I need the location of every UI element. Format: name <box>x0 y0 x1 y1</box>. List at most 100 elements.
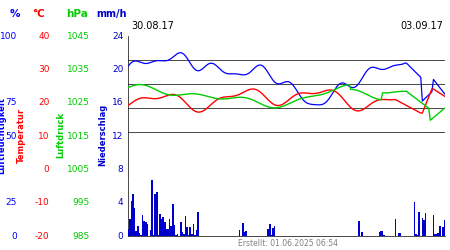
Bar <box>158 235 159 236</box>
Bar <box>442 227 444 236</box>
Bar <box>166 229 167 236</box>
Bar <box>151 180 153 236</box>
Bar <box>161 220 162 236</box>
Text: %: % <box>9 9 20 19</box>
Text: 100: 100 <box>0 32 17 41</box>
Text: 40: 40 <box>38 32 50 41</box>
Bar <box>147 224 148 236</box>
Bar <box>198 212 199 236</box>
Bar <box>361 232 363 236</box>
Bar <box>439 226 441 236</box>
Bar <box>150 230 151 236</box>
Bar <box>164 222 166 236</box>
Bar <box>162 217 164 236</box>
Bar <box>437 233 439 236</box>
Text: 0: 0 <box>117 232 123 241</box>
Bar <box>436 234 437 236</box>
Text: 1005: 1005 <box>67 165 90 174</box>
Text: 1015: 1015 <box>67 132 90 141</box>
Text: 4: 4 <box>118 198 123 207</box>
Bar <box>196 230 198 236</box>
Bar <box>132 194 134 236</box>
Bar <box>129 220 130 236</box>
Bar <box>184 216 186 236</box>
Text: Temperatur: Temperatur <box>17 108 26 162</box>
Bar <box>398 232 399 236</box>
Bar <box>194 235 196 236</box>
Bar <box>177 234 178 236</box>
Text: 30: 30 <box>38 65 50 74</box>
Text: 985: 985 <box>73 232 90 241</box>
Text: Luftfeuchtigkeit: Luftfeuchtigkeit <box>0 96 7 174</box>
Text: 16: 16 <box>112 98 123 108</box>
Bar <box>380 231 382 236</box>
Text: 20: 20 <box>112 65 123 74</box>
Text: Luftdruck: Luftdruck <box>56 112 65 158</box>
Text: 03.09.17: 03.09.17 <box>401 21 444 31</box>
Bar <box>183 234 184 236</box>
Bar <box>137 226 139 236</box>
Bar <box>174 225 175 236</box>
Text: 30.08.17: 30.08.17 <box>131 21 174 31</box>
Bar <box>154 194 156 236</box>
Bar <box>378 232 380 236</box>
Bar <box>417 235 419 236</box>
Text: -10: -10 <box>35 198 50 207</box>
Bar <box>433 216 434 236</box>
Text: 1035: 1035 <box>67 65 90 74</box>
Bar <box>175 234 177 236</box>
Bar <box>414 202 415 236</box>
Text: 25: 25 <box>6 198 17 207</box>
Text: 50: 50 <box>5 132 17 141</box>
Bar <box>418 212 420 236</box>
Bar <box>156 192 157 236</box>
Text: 24: 24 <box>112 32 123 41</box>
Bar <box>267 229 269 236</box>
Bar <box>145 222 147 236</box>
Bar <box>144 221 145 236</box>
Bar <box>395 219 396 236</box>
Text: Erstellt: 01.06.2025 06:54: Erstellt: 01.06.2025 06:54 <box>238 238 338 248</box>
Bar <box>172 204 174 236</box>
Bar <box>382 232 383 236</box>
Bar <box>188 235 189 236</box>
Text: 995: 995 <box>73 198 90 207</box>
Text: Niederschlag: Niederschlag <box>98 104 107 166</box>
Bar <box>159 214 161 236</box>
Text: 75: 75 <box>5 98 17 108</box>
Bar <box>142 214 144 236</box>
Bar <box>134 208 135 236</box>
Text: 20: 20 <box>38 98 50 108</box>
Bar <box>153 235 154 236</box>
Text: 1025: 1025 <box>67 98 90 108</box>
Bar <box>127 229 129 236</box>
Bar <box>422 218 423 236</box>
Bar <box>239 230 240 236</box>
Bar <box>181 232 183 236</box>
Text: 0: 0 <box>11 232 17 241</box>
Bar <box>180 222 181 236</box>
Text: -20: -20 <box>35 232 50 241</box>
Bar <box>425 213 426 236</box>
Text: 0: 0 <box>44 165 50 174</box>
Bar <box>139 233 140 236</box>
Text: 10: 10 <box>38 132 50 141</box>
Text: hPa: hPa <box>67 9 88 19</box>
Bar <box>399 232 401 236</box>
Bar <box>140 235 142 236</box>
Text: 1045: 1045 <box>67 32 90 41</box>
Bar <box>130 201 132 236</box>
Bar <box>274 226 275 236</box>
Text: 8: 8 <box>117 165 123 174</box>
Bar <box>415 234 417 236</box>
Text: 12: 12 <box>112 132 123 141</box>
Bar <box>242 223 243 236</box>
Bar <box>171 226 172 236</box>
Bar <box>269 224 270 236</box>
Bar <box>383 235 385 236</box>
Bar <box>434 234 436 236</box>
Bar <box>135 231 137 236</box>
Bar <box>193 224 194 236</box>
Text: °C: °C <box>32 9 45 19</box>
Bar <box>186 227 188 236</box>
